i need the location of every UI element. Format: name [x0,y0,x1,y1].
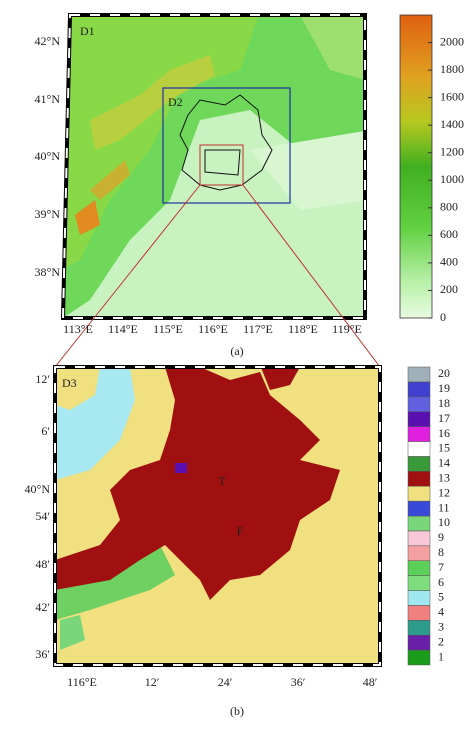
class-label: 4 [438,605,444,619]
class-label: 1 [438,649,444,663]
map-frame-dash [61,14,366,319]
lat-label: 39°N [35,207,61,221]
zoom-line [242,184,381,368]
class-swatch [407,396,431,412]
map-frame-dash [54,366,381,666]
colorbar-tick-label: 1600 [440,89,464,103]
lon-labels: 116°E 12′ 24′ 36′ 48′ [67,675,378,689]
class-swatch [407,426,431,442]
lat-labels: 12′ 6′ 40°N 54′ 48′ 42′ 36′ [25,372,51,661]
class-swatch [407,545,431,561]
class-label: 12 [438,485,450,499]
class-label: 9 [438,530,444,544]
lat-label: 6′ [41,424,50,438]
class-label: 20 [438,366,450,380]
lon-labels: 113°E 114°E 115°E 116°E 117°E 118°E 119°… [63,322,362,336]
class-label: 19 [438,381,450,395]
class-swatch [407,471,431,487]
lon-label: 114°E [108,322,138,336]
lat-label: 42°N [35,34,61,48]
colorbar-tick-label: 1200 [440,144,464,158]
class-swatch [407,441,431,457]
colorbar-tick-label: 800 [440,200,458,214]
lon-label: 116°E [67,675,97,689]
zoom-box [199,144,244,186]
lon-label: 115°E [153,322,183,336]
lat-label: 40°N [35,149,61,163]
class-label: 16 [438,426,450,440]
lat-label: 54′ [35,509,50,523]
lat-label: 41°N [35,92,61,106]
lon-label: 48′ [363,675,378,689]
class-swatch [407,560,431,576]
site-marker: F [237,524,244,538]
lat-label: 12′ [35,372,50,386]
class-swatch [407,605,431,621]
class-label: 7 [438,560,444,574]
colorbar-tick-label: 1800 [440,62,464,76]
class-label: 18 [438,396,450,410]
domain-label: D3 [62,376,77,390]
panel-label: (a) [230,344,243,358]
zoom-line [54,184,201,368]
class-label: 5 [438,590,444,604]
class-swatch [407,366,431,383]
boundary [179,94,273,191]
class-swatch [407,456,431,472]
colorbar-tick-label: 1000 [440,172,464,186]
class-label: 10 [438,515,450,529]
colorbar [399,14,433,319]
class-label: 3 [438,620,444,634]
colorbar-tick-label: 600 [440,227,458,241]
class-swatch [407,634,431,651]
class-swatch [407,500,431,517]
lon-label: 36′ [291,675,306,689]
class-swatch [407,530,431,547]
class-swatch [407,381,431,398]
lon-label: 116°E [198,322,228,336]
class-swatch [407,649,431,666]
panel-label: (b) [230,704,244,718]
class-label: 17 [438,411,450,425]
class-swatch [407,411,431,427]
lon-label: 12′ [145,675,160,689]
lon-label: 113°E [63,322,93,336]
class-label: 14 [438,456,450,470]
colorbar-tick-label: 1400 [440,117,464,131]
lon-label: 118°E [288,322,318,336]
lon-label: 24′ [218,675,233,689]
lat-labels: 42°N 41°N 40°N 39°N 38°N [35,34,61,279]
domain-label: D1 [80,24,95,38]
class-label: 8 [438,545,444,559]
class-swatch [407,515,431,532]
class-label: 15 [438,441,450,455]
class-label: 11 [438,500,450,514]
terrain-map [63,15,365,318]
class-swatch [407,620,431,636]
class-swatch [407,485,431,502]
class-label: 2 [438,634,444,648]
class-swatch [407,590,431,606]
domain-label: D2 [168,95,183,109]
class-label: 13 [438,471,450,485]
colorbar-tick-label: 200 [440,282,458,296]
lat-label: 36′ [35,647,50,661]
lat-label: 48′ [35,557,50,571]
class-swatch [407,575,431,591]
domain-box [162,87,291,204]
landuse-map [55,365,380,665]
lat-label: 42′ [35,600,50,614]
colorbar-tick-label: 400 [440,255,458,269]
lon-label: 119°E [332,322,362,336]
colorbar-tick-label: 0 [440,310,446,324]
colorbar-tick-label: 2000 [440,34,464,48]
lat-label: 40°N [25,482,51,496]
site-marker: T [218,474,226,488]
lat-label: 38°N [35,265,61,279]
lon-label: 117°E [243,322,273,336]
class-label: 6 [438,575,444,589]
